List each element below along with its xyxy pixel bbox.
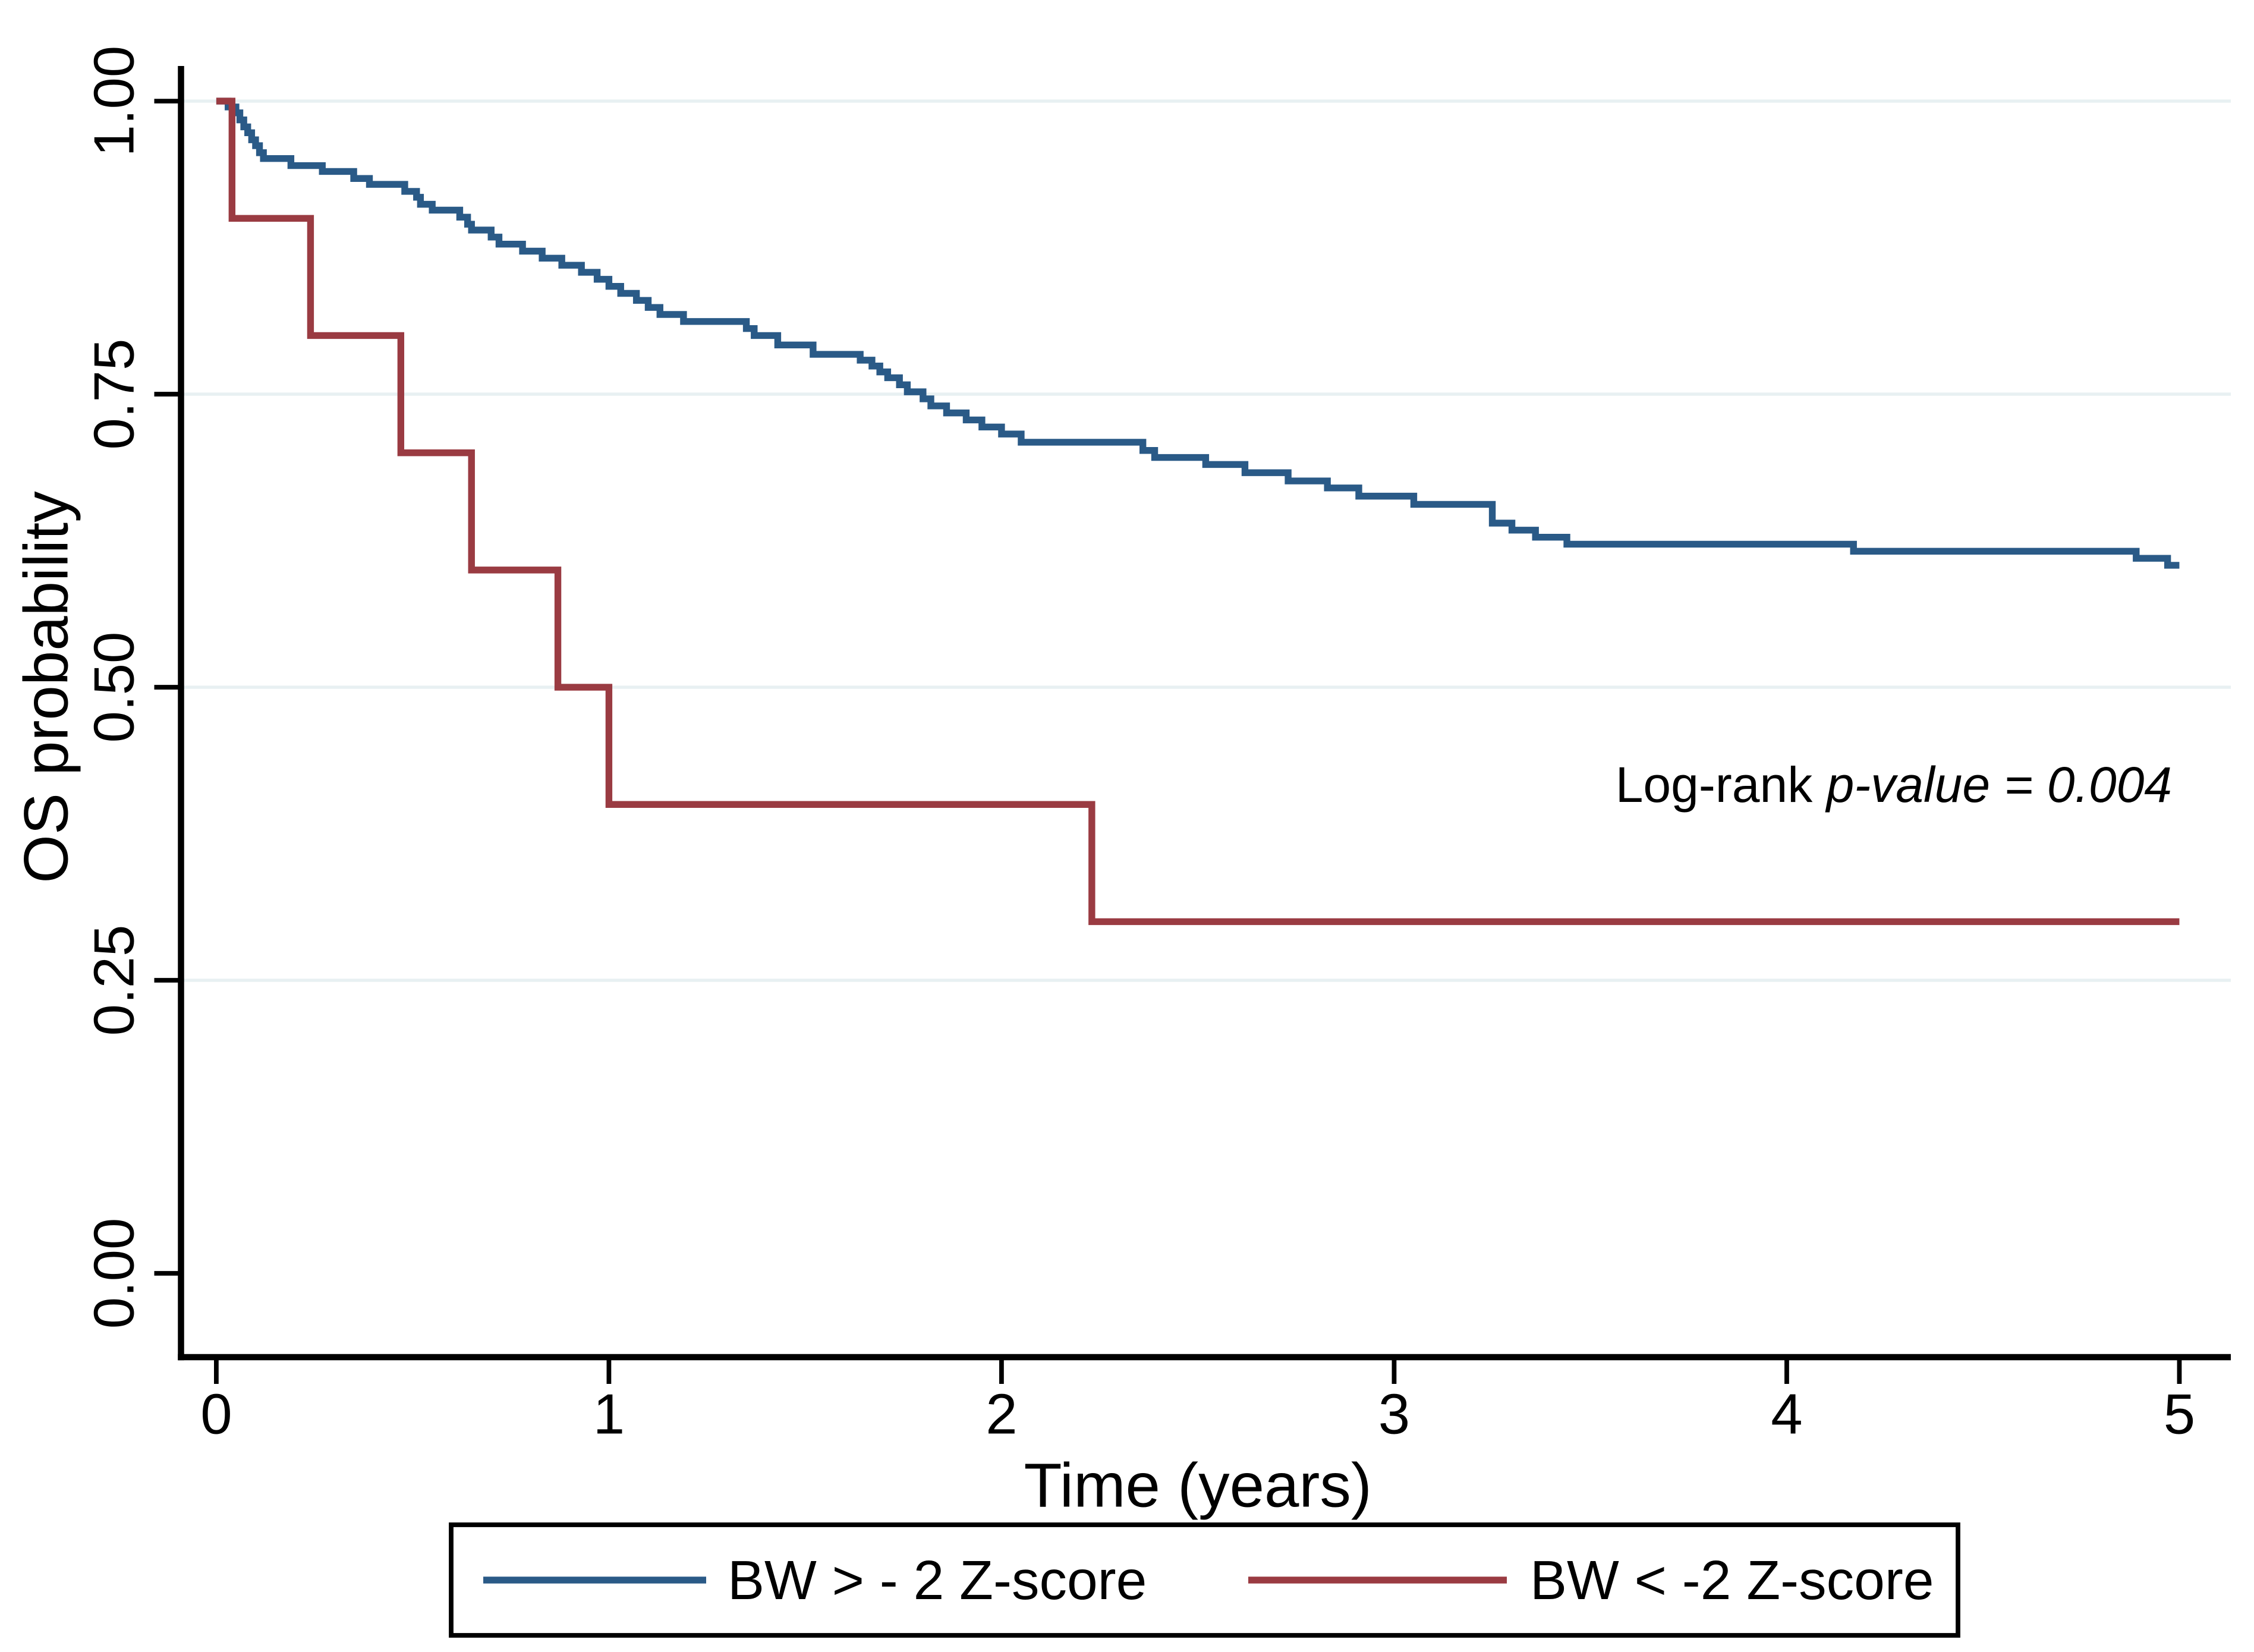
x-axis-title: Time (years) — [1024, 1451, 1372, 1521]
x-tick-label: 5 — [2164, 1383, 2195, 1446]
legend-label-bw-above: BW > - 2 Z-score — [728, 1549, 1147, 1611]
x-tick-label: 4 — [1771, 1383, 1802, 1446]
x-tick-label: 0 — [200, 1383, 232, 1446]
y-tick-label: 0.50 — [83, 632, 146, 743]
y-tick-label: 0.00 — [83, 1218, 146, 1329]
x-tick-label: 1 — [593, 1383, 625, 1446]
y-tick-label: 0.75 — [82, 339, 146, 450]
y-tick-label: 0.25 — [83, 925, 146, 1036]
y-axis-title: OS probability — [12, 491, 81, 883]
legend-label-bw-below: BW < -2 Z-score — [1530, 1549, 1934, 1611]
x-tick-label: 2 — [986, 1383, 1017, 1446]
legend-box — [449, 1522, 1960, 1638]
km-curve-bw-above-minus2 — [216, 97, 2180, 569]
logrank-annotation-normal: Log-rank — [1616, 757, 1827, 813]
y-tick-label: 1.00 — [83, 46, 146, 157]
x-tick-label: 3 — [1378, 1383, 1410, 1446]
km-curve-bw-below-minus2 — [216, 97, 2180, 926]
logrank-annotation: Log-rank p-value = 0.004 — [1616, 757, 2172, 813]
logrank-annotation-italic: p-value = 0.004 — [1825, 757, 2172, 813]
